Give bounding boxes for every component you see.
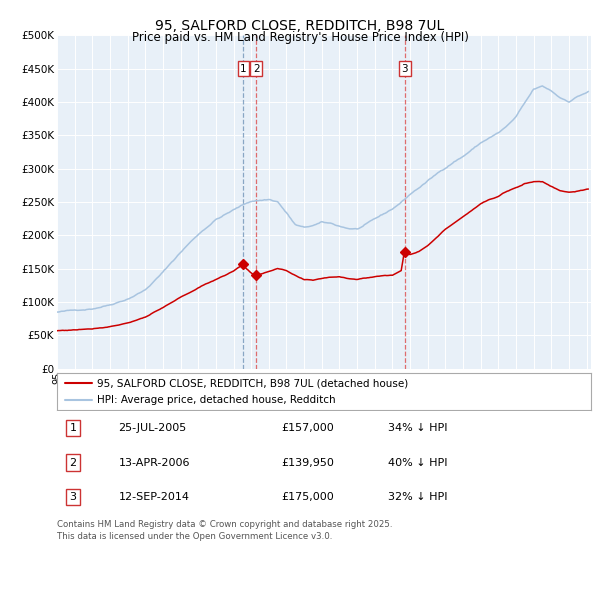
Text: 32% ↓ HPI: 32% ↓ HPI <box>388 492 448 502</box>
Text: 2: 2 <box>70 458 77 467</box>
Text: Contains HM Land Registry data © Crown copyright and database right 2025.
This d: Contains HM Land Registry data © Crown c… <box>57 520 392 541</box>
Text: 25-JUL-2005: 25-JUL-2005 <box>118 424 187 433</box>
Text: 2: 2 <box>253 64 259 74</box>
Text: HPI: Average price, detached house, Redditch: HPI: Average price, detached house, Redd… <box>97 395 335 405</box>
Text: 95, SALFORD CLOSE, REDDITCH, B98 7UL (detached house): 95, SALFORD CLOSE, REDDITCH, B98 7UL (de… <box>97 378 409 388</box>
Text: 1: 1 <box>240 64 247 74</box>
Text: £139,950: £139,950 <box>281 458 334 467</box>
Text: 34% ↓ HPI: 34% ↓ HPI <box>388 424 448 433</box>
Text: £157,000: £157,000 <box>281 424 334 433</box>
Text: Price paid vs. HM Land Registry's House Price Index (HPI): Price paid vs. HM Land Registry's House … <box>131 31 469 44</box>
Text: 13-APR-2006: 13-APR-2006 <box>118 458 190 467</box>
Text: 40% ↓ HPI: 40% ↓ HPI <box>388 458 448 467</box>
Text: 12-SEP-2014: 12-SEP-2014 <box>118 492 190 502</box>
Text: £175,000: £175,000 <box>281 492 334 502</box>
Text: 1: 1 <box>70 424 77 433</box>
Text: 3: 3 <box>401 64 408 74</box>
Text: 95, SALFORD CLOSE, REDDITCH, B98 7UL: 95, SALFORD CLOSE, REDDITCH, B98 7UL <box>155 19 445 33</box>
Text: 3: 3 <box>70 492 77 502</box>
